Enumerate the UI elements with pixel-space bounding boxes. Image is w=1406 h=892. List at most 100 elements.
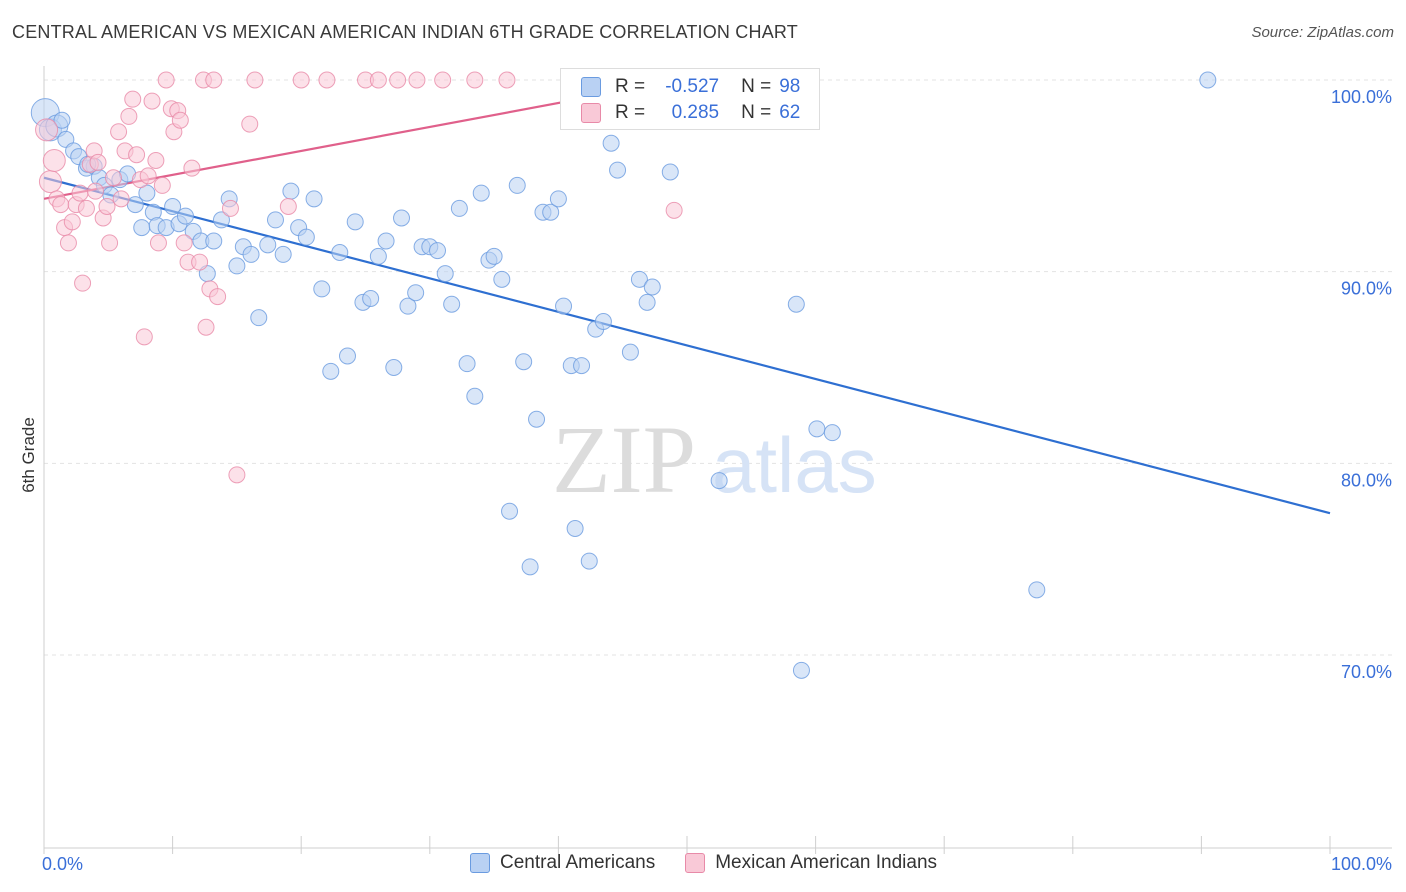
data-point — [86, 182, 104, 200]
data-point — [209, 288, 227, 306]
bottom-legend: Central Americans Mexican American India… — [470, 852, 967, 874]
data-point — [77, 199, 95, 217]
data-point — [175, 234, 193, 252]
data-point — [197, 318, 215, 336]
data-point — [71, 184, 89, 202]
data-point — [205, 232, 223, 250]
data-point — [1199, 71, 1217, 89]
data-point — [176, 207, 194, 225]
watermark-zip: ZIP — [552, 406, 696, 513]
y-tick-label: 70.0% — [1341, 662, 1392, 682]
data-point — [808, 420, 826, 438]
data-point — [594, 313, 612, 330]
data-point — [250, 309, 268, 327]
data-point — [124, 90, 142, 108]
data-point — [521, 558, 539, 576]
data-point — [297, 228, 315, 246]
data-point — [38, 170, 62, 194]
data-point — [221, 199, 239, 217]
legend-r-value: 0.285 — [671, 102, 720, 123]
tick-labels: 70.0% 80.0% 90.0% 100.0% 0.0% 100.0% — [42, 87, 1392, 874]
data-point — [630, 270, 648, 288]
data-point — [710, 472, 728, 490]
watermark: ZIP atlas — [552, 406, 877, 513]
data-point — [147, 152, 165, 169]
y-tick-label: 80.0% — [1341, 470, 1392, 490]
chart-title: CENTRAL AMERICAN VS MEXICAN AMERICAN IND… — [12, 22, 798, 42]
bottom-legend-swatch-pink — [685, 853, 706, 873]
data-point — [450, 199, 468, 217]
data-point — [318, 71, 336, 89]
data-point — [621, 343, 639, 361]
data-point — [638, 293, 656, 311]
data-point — [434, 71, 452, 89]
bottom-legend-item-mexican-american-indians: Mexican American Indians — [685, 852, 937, 874]
axes — [43, 66, 1392, 854]
data-point — [1028, 581, 1046, 599]
legend-r-label: R = — [615, 76, 646, 97]
data-point — [346, 213, 364, 231]
data-point — [472, 184, 490, 202]
data-points — [30, 71, 1217, 679]
data-point — [385, 359, 403, 376]
data-point — [580, 552, 598, 570]
data-point — [643, 278, 661, 296]
data-point — [266, 211, 284, 229]
data-point — [191, 253, 209, 271]
data-point — [74, 274, 92, 292]
series-central-americans — [30, 71, 1217, 679]
trend-line-central-americans — [43, 176, 1331, 515]
data-point — [466, 71, 484, 89]
data-point — [555, 297, 573, 315]
data-point — [246, 71, 264, 89]
data-point — [338, 347, 356, 365]
x-tick-label: 0.0% — [42, 854, 83, 874]
data-point — [63, 213, 81, 231]
legend-n-label: N = — [741, 102, 772, 123]
data-point — [399, 297, 417, 315]
data-point — [274, 245, 292, 263]
legend-n-label: N = — [741, 76, 772, 97]
data-point — [53, 111, 71, 129]
y-tick-label: 100.0% — [1331, 87, 1392, 107]
data-point — [101, 234, 119, 252]
data-point — [515, 353, 533, 371]
data-point — [149, 234, 167, 252]
data-point — [242, 245, 260, 263]
bottom-legend-swatch-blue — [470, 853, 490, 873]
data-point — [549, 190, 567, 208]
data-point — [89, 153, 107, 171]
data-point — [171, 111, 189, 129]
data-point — [498, 71, 516, 89]
data-point — [313, 280, 331, 298]
legend-r-value: -0.527 — [665, 76, 720, 97]
data-point — [133, 219, 151, 237]
data-point — [389, 71, 407, 89]
data-point — [282, 182, 300, 200]
data-point — [485, 247, 503, 265]
data-point — [59, 234, 77, 252]
data-point — [120, 107, 138, 125]
data-point — [212, 211, 230, 229]
data-point — [566, 520, 584, 537]
data-point — [135, 328, 153, 346]
data-point — [112, 190, 130, 208]
legend-swatch-blue — [581, 77, 601, 97]
grid-lines — [44, 79, 1392, 656]
data-point — [493, 270, 511, 288]
data-point — [573, 357, 591, 375]
data-point — [128, 146, 146, 164]
data-point — [602, 134, 620, 152]
data-point — [407, 284, 425, 302]
legend-row-central-americans: R = -0.527 N = 98 — [581, 75, 800, 99]
data-point — [139, 167, 157, 185]
data-point — [104, 169, 122, 187]
data-point — [259, 236, 277, 254]
legend-n-value: 98 — [779, 76, 801, 97]
data-point — [305, 190, 323, 208]
data-point — [661, 163, 679, 181]
data-point — [241, 115, 259, 133]
data-point — [528, 410, 546, 428]
data-point — [98, 198, 116, 215]
legend: R = -0.527 N = 98 R = 0.285 N = 62 — [560, 68, 820, 130]
